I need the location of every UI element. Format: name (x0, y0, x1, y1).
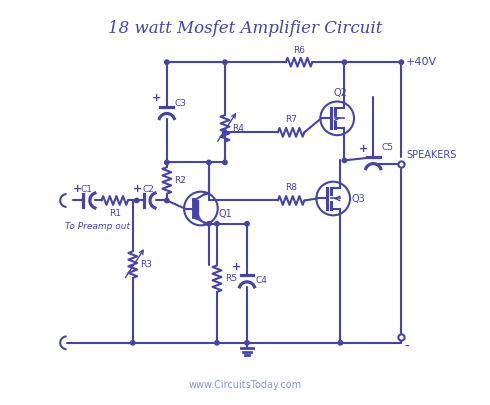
Circle shape (223, 160, 227, 164)
Text: R7: R7 (285, 115, 297, 124)
Circle shape (165, 160, 169, 164)
Text: R2: R2 (174, 176, 186, 185)
Text: C1: C1 (81, 185, 93, 194)
Text: +40V: +40V (405, 57, 437, 67)
Circle shape (165, 198, 169, 202)
Text: C2: C2 (143, 185, 155, 194)
Text: +: + (359, 144, 368, 153)
Circle shape (342, 60, 346, 64)
Text: R3: R3 (140, 260, 152, 269)
Text: +: + (133, 185, 143, 194)
Circle shape (130, 341, 135, 345)
Text: To Preamp out: To Preamp out (65, 222, 130, 231)
Circle shape (245, 222, 249, 226)
Circle shape (215, 341, 219, 345)
Circle shape (223, 130, 227, 134)
Text: C3: C3 (175, 99, 187, 108)
Text: C5: C5 (381, 143, 393, 152)
Bar (194, 200, 197, 217)
Circle shape (165, 60, 169, 64)
Text: +: + (152, 94, 161, 104)
Circle shape (135, 198, 139, 202)
Text: R1: R1 (109, 209, 121, 217)
Circle shape (207, 222, 211, 226)
Text: Q2: Q2 (333, 88, 347, 98)
Circle shape (223, 60, 227, 64)
Text: C4: C4 (255, 277, 267, 286)
Circle shape (399, 60, 404, 64)
Text: +: + (73, 185, 82, 194)
Text: Q3: Q3 (351, 194, 365, 205)
Text: R8: R8 (285, 183, 297, 192)
Circle shape (207, 160, 211, 164)
Text: R5: R5 (225, 274, 237, 283)
Text: Q1: Q1 (219, 209, 233, 219)
Text: -: - (405, 340, 410, 354)
Text: SPEAKERS: SPEAKERS (406, 150, 457, 160)
Text: +: + (232, 262, 242, 272)
Text: R6: R6 (293, 46, 305, 55)
Text: www.CircuitsToday.com: www.CircuitsToday.com (189, 380, 301, 390)
Circle shape (245, 341, 249, 345)
Circle shape (338, 341, 343, 345)
Circle shape (342, 158, 346, 163)
Text: R4: R4 (232, 124, 244, 133)
Circle shape (215, 222, 219, 226)
Text: 18 watt Mosfet Amplifier Circuit: 18 watt Mosfet Amplifier Circuit (108, 19, 382, 36)
